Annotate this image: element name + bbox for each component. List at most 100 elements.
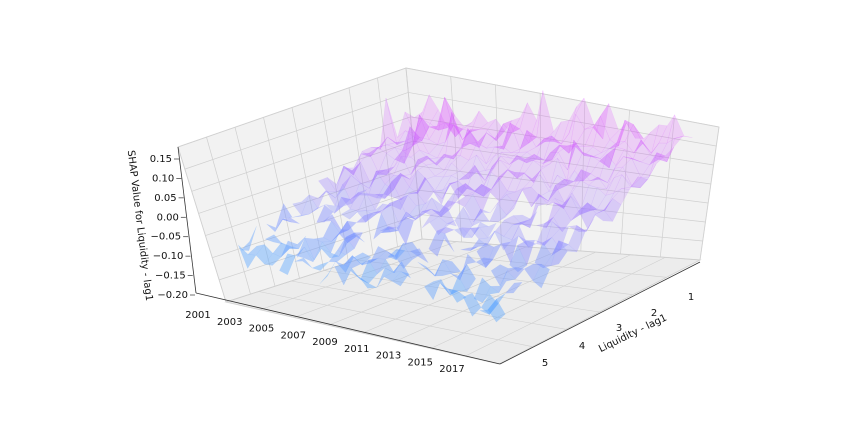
surface-patch xyxy=(460,127,479,150)
surface-patch xyxy=(294,257,313,269)
surface-patch xyxy=(344,153,362,176)
grid-line xyxy=(405,67,423,240)
surface-patch xyxy=(674,135,693,139)
surface-patch xyxy=(375,181,393,199)
surface-patch xyxy=(514,186,532,204)
surface-patch xyxy=(360,259,378,284)
surface-patch xyxy=(609,120,626,149)
surface-patch xyxy=(359,170,377,196)
surface-patch xyxy=(368,147,387,174)
surface-patch xyxy=(478,118,497,131)
surface-patch xyxy=(574,152,592,182)
surface-patch xyxy=(357,192,376,212)
surface-patch xyxy=(640,154,660,166)
surface-patch xyxy=(439,200,457,213)
surface-patch xyxy=(240,226,257,251)
surface-patch xyxy=(594,209,614,222)
surface-patch xyxy=(414,94,430,134)
surface-patch xyxy=(622,157,642,187)
surface-patch xyxy=(410,155,428,175)
surface-patch xyxy=(455,122,472,138)
surface-patch xyxy=(466,164,485,192)
surface-patch xyxy=(396,130,415,146)
z-axis-label: SHAP Value for Liquidity - lag1 xyxy=(125,150,154,302)
surface-patch xyxy=(272,242,291,258)
surface-patch xyxy=(375,169,395,185)
surface-patch xyxy=(376,267,394,288)
surface-patch xyxy=(578,214,596,232)
surface-patch xyxy=(539,189,558,202)
surface-patch xyxy=(546,184,566,205)
surface-patch xyxy=(281,242,299,249)
surface-patch xyxy=(568,97,585,134)
surface-patch xyxy=(325,204,344,214)
surface-patch xyxy=(339,220,358,235)
surface-patch xyxy=(451,112,471,146)
surface-patch xyxy=(361,146,380,158)
surface-patch xyxy=(526,130,546,148)
surface-patch xyxy=(515,172,534,183)
surface-patch xyxy=(340,208,359,220)
surface-patch xyxy=(368,170,386,199)
surface-patch xyxy=(385,97,406,146)
surface-patch xyxy=(491,159,509,181)
surface-patch xyxy=(425,162,445,177)
surface-patch xyxy=(609,122,627,147)
grid-line xyxy=(198,140,711,214)
surface-patch xyxy=(471,208,490,227)
surface-patch xyxy=(573,169,592,182)
grid-lines xyxy=(177,67,720,365)
surface-patch xyxy=(544,216,563,233)
surface-patch xyxy=(335,165,353,193)
surface-patch xyxy=(412,114,430,147)
surface-patch xyxy=(504,281,523,294)
surface-patch xyxy=(349,192,367,212)
surface-patch xyxy=(397,111,415,139)
surface-patch xyxy=(419,149,439,160)
grid-line xyxy=(539,93,542,249)
surface-patch xyxy=(417,155,436,166)
surface-patch xyxy=(355,212,374,223)
surface-patch xyxy=(438,207,457,227)
z-axis-line xyxy=(177,146,197,294)
surface-patch xyxy=(476,154,495,171)
surface-patch xyxy=(467,128,487,149)
surface-patch xyxy=(544,121,562,142)
surface-patch xyxy=(384,174,403,191)
surface-patch xyxy=(379,226,397,232)
surface-patch xyxy=(479,129,497,148)
surface-patch xyxy=(551,144,570,161)
surface-patch xyxy=(369,169,386,189)
surface-patch xyxy=(596,192,615,211)
surface-patch xyxy=(557,239,578,253)
surface-patch xyxy=(370,136,388,150)
surface-patch xyxy=(443,148,462,160)
surface-patch xyxy=(459,253,477,281)
surface-patch xyxy=(545,198,564,209)
surface-patch xyxy=(280,240,298,258)
surface-patch xyxy=(489,270,508,293)
surface-patch xyxy=(540,157,558,189)
grid-line xyxy=(191,116,714,192)
surface-patch xyxy=(502,122,521,154)
surface-patch xyxy=(432,183,450,206)
surface-patch xyxy=(536,221,553,246)
surface-patch xyxy=(549,157,568,188)
surface-patch xyxy=(458,165,476,190)
surface-patch xyxy=(384,173,401,199)
surface-patch xyxy=(247,244,266,256)
surface-patch xyxy=(451,155,470,172)
surface-patch xyxy=(548,174,567,192)
surface-patch xyxy=(380,202,400,233)
surface-patch xyxy=(415,197,433,220)
surface-patch xyxy=(624,139,642,160)
grid-line xyxy=(699,126,720,261)
grid-line xyxy=(348,87,374,255)
surface-patch xyxy=(480,293,499,315)
surface-patch xyxy=(406,211,424,221)
grid-line xyxy=(212,189,706,259)
surface-patch xyxy=(383,271,402,282)
surface-patch xyxy=(442,175,461,191)
surface-patch xyxy=(570,196,590,215)
